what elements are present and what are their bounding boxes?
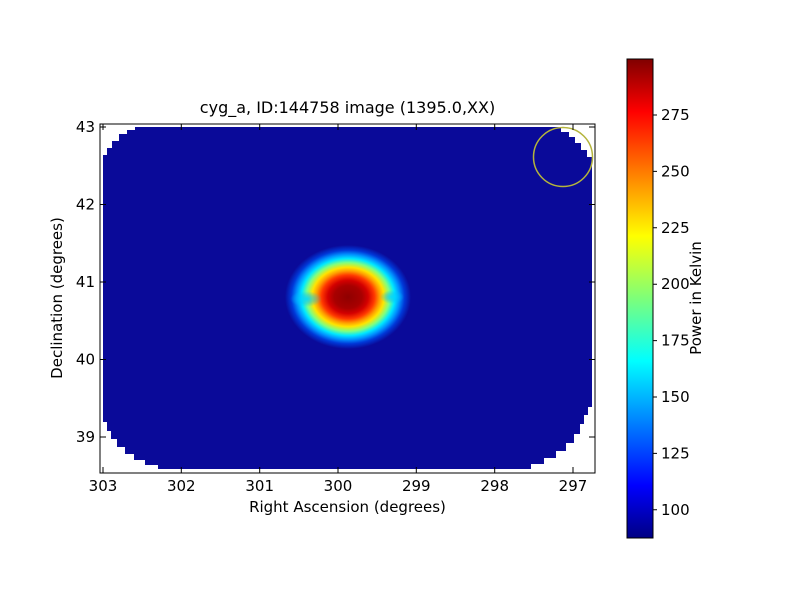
y-axis-tick-labels: 43 42 41 40 39: [76, 118, 95, 446]
plot-title: cyg_a, ID:144758 image (1395.0,XX): [200, 98, 495, 118]
x-tick-label: 302: [167, 477, 196, 495]
cygnus-a-hotspot: [285, 245, 411, 349]
x-tick-label: 298: [480, 477, 509, 495]
y-tick-label: 41: [76, 273, 95, 291]
colorbar-tick-label: 200: [661, 275, 690, 293]
hotspot-left-notch: [290, 291, 322, 307]
colorbar-gradient: [627, 59, 653, 538]
colorbar-tick-labels: 275 250 225 200 175 150 125 100: [661, 106, 690, 519]
x-axis-bottom-ticks: [102, 467, 574, 473]
x-tick-label: 297: [559, 477, 588, 495]
colorbar-tick-label: 125: [661, 444, 690, 462]
x-tick-label: 299: [402, 477, 431, 495]
colorbar-tick-label: 175: [661, 332, 690, 350]
colorbar-tick-label: 100: [661, 501, 690, 519]
x-tick-label: 301: [245, 477, 274, 495]
x-tick-label: 300: [324, 477, 353, 495]
y-tick-label: 43: [76, 118, 95, 136]
x-axis-label: Right Ascension (degrees): [249, 498, 446, 516]
axes-frame: [99, 123, 596, 474]
y-axis-left-ticks: [100, 126, 106, 438]
colorbar-ticks: [653, 114, 657, 511]
y-axis-label: Declination (degrees): [48, 217, 66, 379]
colorbar-tick-label: 250: [661, 162, 690, 180]
beam-annotation-circle: [532, 126, 594, 188]
colorbar-tick-label: 225: [661, 219, 690, 237]
x-tick-label: 303: [89, 477, 118, 495]
x-axis-tick-labels: 303 302 301 300 299 298 297: [89, 477, 588, 495]
y-tick-label: 42: [76, 196, 95, 214]
y-tick-label: 40: [76, 351, 95, 369]
colorbar-label: Power in Kelvin: [687, 241, 705, 355]
y-axis-right-ticks: [589, 126, 595, 438]
y-tick-label: 39: [76, 428, 95, 446]
colorbar-tick-label: 150: [661, 388, 690, 406]
colorbar-frame: [626, 58, 654, 539]
hotspot-right-notch: [380, 290, 404, 304]
colorbar-tick-label: 275: [661, 106, 690, 124]
